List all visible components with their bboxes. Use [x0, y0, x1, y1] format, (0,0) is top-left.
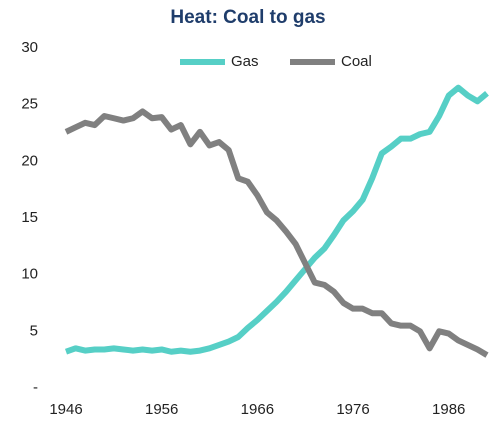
legend-label: Coal — [341, 53, 372, 70]
line-series — [64, 108, 489, 358]
y-tick-label: - — [33, 379, 38, 396]
y-tick-label: 25 — [21, 96, 38, 113]
x-tick-label: 1956 — [145, 401, 178, 418]
y-tick-label: 30 — [21, 39, 38, 56]
y-tick-label: 5 — [30, 322, 38, 339]
line-series — [64, 84, 489, 355]
y-tick-label: 15 — [21, 209, 38, 226]
y-tick-label: 20 — [21, 152, 38, 169]
y-tick-label: 10 — [21, 266, 38, 283]
x-tick-label: 1966 — [241, 401, 274, 418]
x-tick-label: 1976 — [336, 401, 369, 418]
legend-label: Gas — [231, 53, 259, 70]
chart-title: Heat: Coal to gas — [170, 7, 325, 28]
x-tick-label: 1986 — [432, 401, 465, 418]
x-tick-label: 1946 — [49, 401, 82, 418]
